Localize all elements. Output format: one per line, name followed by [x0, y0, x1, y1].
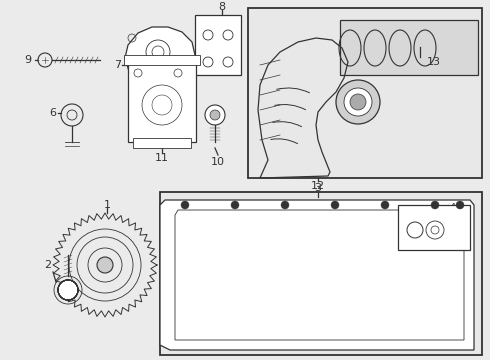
Text: 13: 13 — [427, 57, 441, 67]
Text: 2: 2 — [45, 260, 51, 270]
Text: 1: 1 — [103, 200, 111, 210]
Bar — [133, 138, 191, 148]
Circle shape — [344, 88, 372, 116]
Text: 10: 10 — [211, 157, 225, 167]
Text: 7: 7 — [115, 60, 122, 70]
Circle shape — [97, 257, 113, 273]
Circle shape — [381, 201, 389, 209]
Text: 5: 5 — [425, 207, 431, 217]
Bar — [128, 62, 196, 142]
Circle shape — [431, 201, 439, 209]
Text: 11: 11 — [155, 153, 169, 163]
Circle shape — [281, 201, 289, 209]
Bar — [195, 15, 241, 75]
Bar — [340, 20, 478, 75]
Bar — [398, 205, 470, 250]
Text: 4: 4 — [450, 203, 456, 213]
Text: 9: 9 — [24, 55, 31, 65]
Polygon shape — [160, 200, 474, 350]
Text: 8: 8 — [219, 2, 225, 12]
Circle shape — [331, 201, 339, 209]
Circle shape — [231, 201, 239, 209]
Text: 6: 6 — [49, 108, 56, 118]
Circle shape — [407, 222, 423, 238]
Bar — [248, 8, 482, 178]
Circle shape — [336, 80, 380, 124]
Bar — [160, 192, 482, 355]
Polygon shape — [125, 27, 195, 82]
Circle shape — [456, 201, 464, 209]
Text: 3: 3 — [315, 183, 321, 193]
Text: 12: 12 — [311, 181, 325, 191]
Circle shape — [181, 201, 189, 209]
Circle shape — [210, 110, 220, 120]
Circle shape — [350, 94, 366, 110]
Circle shape — [205, 105, 225, 125]
Bar — [124, 55, 200, 65]
Circle shape — [58, 280, 78, 300]
